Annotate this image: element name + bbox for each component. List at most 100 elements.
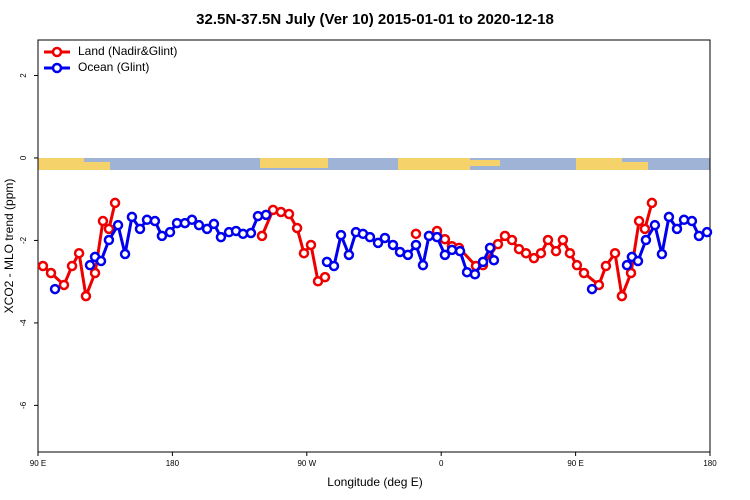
data-point (141, 214, 153, 226)
data-point (571, 259, 583, 271)
data-point (454, 245, 466, 257)
data-point (260, 209, 272, 221)
data-point (97, 215, 109, 227)
data-point (328, 260, 340, 272)
data-point (616, 290, 628, 302)
data-point (410, 239, 422, 251)
data-point (609, 247, 621, 259)
data-point (506, 234, 518, 246)
data-point (578, 267, 590, 279)
plot-frame (37, 39, 711, 453)
x-tick-label: 0 (439, 459, 444, 468)
data-point (621, 259, 633, 271)
data-point (193, 219, 205, 231)
data-point (49, 283, 61, 295)
data-point (520, 247, 532, 259)
data-point (639, 223, 651, 235)
data-point (600, 260, 612, 272)
y-tick-label: -4 (19, 319, 28, 327)
data-point (542, 234, 554, 246)
data-point (319, 271, 331, 283)
chart-title: 32.5N-37.5N July (Ver 10) 2015-01-01 to … (196, 11, 554, 28)
data-point (678, 214, 690, 226)
data-point (126, 211, 138, 223)
y-tick-label: 0 (19, 155, 28, 160)
data-point (156, 230, 168, 242)
data-point (671, 223, 683, 235)
data-point (632, 255, 644, 267)
legend-label: Ocean (Glint) (78, 60, 149, 74)
data-point (431, 231, 443, 243)
data-point (364, 231, 376, 243)
data-point (164, 226, 176, 238)
data-point (402, 249, 414, 261)
data-point (488, 254, 500, 266)
data-point (208, 218, 220, 230)
data-point (245, 227, 257, 239)
data-point (387, 239, 399, 251)
data-point (89, 267, 101, 279)
data-point (410, 228, 422, 240)
legend: Land (Nadir&Glint) Ocean (Glint) (44, 44, 177, 74)
data-point (417, 259, 429, 271)
data-point (58, 279, 70, 291)
data-point (201, 223, 213, 235)
data-point (693, 230, 705, 242)
data-point (372, 237, 384, 249)
data-point (298, 247, 310, 259)
data-point (305, 239, 317, 251)
y-axis-label: XCO2 - MLO trend (ppm) (2, 179, 16, 314)
data-point (37, 260, 49, 272)
data-point (119, 248, 131, 260)
data-point (477, 256, 489, 268)
x-tick-label: 90 E (567, 459, 583, 468)
data-point (103, 234, 115, 246)
data-point (625, 267, 637, 279)
y-tick-label: 2 (19, 73, 28, 78)
legend-marker (51, 46, 63, 58)
data-point (66, 260, 78, 272)
data-point (80, 290, 92, 302)
legend-marker (51, 62, 63, 74)
data-point (112, 219, 124, 231)
data-point (149, 215, 161, 227)
data-point (550, 245, 562, 257)
data-point (557, 234, 569, 246)
data-point (379, 232, 391, 244)
land-mask-strip (38, 158, 710, 170)
data-point (656, 248, 668, 260)
x-axis-label: Longitude (deg E) (327, 475, 422, 489)
x-tick-label: 90 E (30, 459, 46, 468)
y-tick-label: -6 (19, 401, 28, 409)
data-point (492, 238, 504, 250)
data-point (256, 230, 268, 242)
data-point (215, 231, 227, 243)
x-tick-label: 90 W (297, 459, 316, 468)
data-point (109, 197, 121, 209)
data-point (335, 229, 347, 241)
data-point (686, 215, 698, 227)
data-point (640, 234, 652, 246)
data-point (535, 247, 547, 259)
data-point (663, 211, 675, 223)
data-point (528, 252, 540, 264)
data-point (252, 210, 264, 222)
x-tick-label: 180 (703, 459, 717, 468)
data-point (439, 249, 451, 261)
data-point (633, 215, 645, 227)
data-point (343, 249, 355, 261)
legend-label: Land (Nadir&Glint) (78, 44, 177, 58)
data-point (95, 255, 107, 267)
x-tick-label: 180 (166, 459, 180, 468)
data-point (649, 219, 661, 231)
data-point (134, 223, 146, 235)
data-point (484, 242, 496, 254)
data-point (564, 247, 576, 259)
data-point (291, 222, 303, 234)
data-point (283, 208, 295, 220)
data-point (586, 283, 598, 295)
data-point (186, 214, 198, 226)
data-point (84, 259, 96, 271)
data-point (469, 269, 481, 280)
